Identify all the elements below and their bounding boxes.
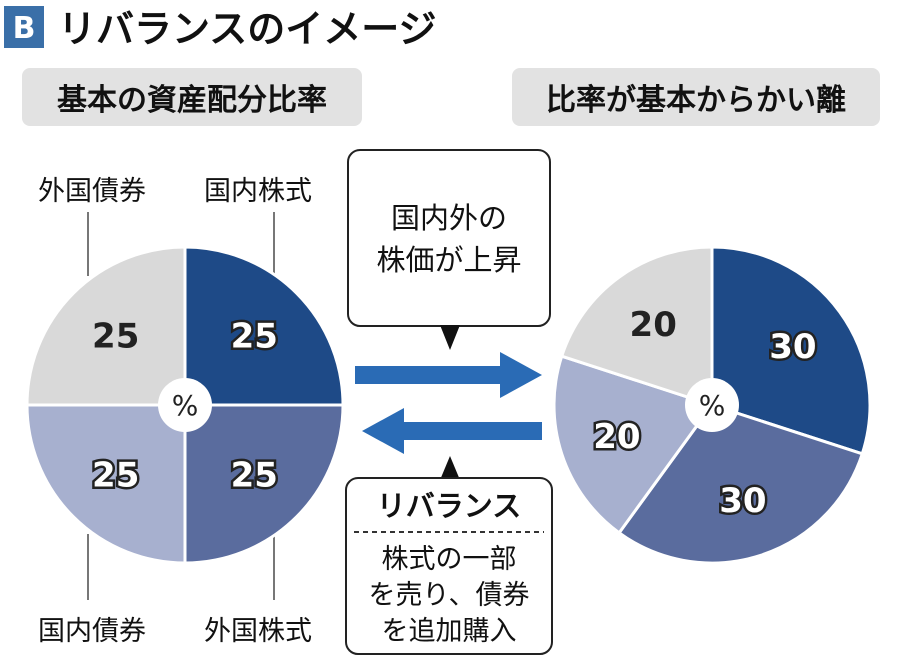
callout-price-rise-box xyxy=(347,149,551,327)
callout-price-rise-line-2: 株価が上昇 xyxy=(376,243,521,277)
pie-value-label-domestic-stock: 25 xyxy=(231,317,278,357)
callout-rebalance-title: リバランス xyxy=(377,489,521,523)
left-label-foreign-stock: 外国株式 xyxy=(204,616,312,647)
right-panel-title: 比率が基本からかい離 xyxy=(546,83,846,118)
callout-rebalance-pointer xyxy=(440,456,460,480)
pie-slice-domestic-bond xyxy=(25,403,187,565)
callout-rebalance-line-3: を追加購入 xyxy=(382,616,517,647)
arrow-right-shaft xyxy=(355,366,503,384)
left-label-domestic-bond: 国内債券 xyxy=(38,616,146,647)
pie-slice-domestic-stock xyxy=(183,245,345,407)
arrow-right xyxy=(355,352,542,398)
arrow-left-shaft xyxy=(400,422,542,440)
callout-rebalance-line-2: を売り、債券 xyxy=(369,580,530,611)
pie-value-label-domestic-bond: 25 xyxy=(92,455,139,495)
left-label-domestic-stock: 国内株式 xyxy=(204,176,312,207)
right-panel-title-bar xyxy=(512,68,880,126)
pie-unit-label: % xyxy=(172,389,199,422)
pie-value-label-domestic-stock: 30 xyxy=(769,327,816,367)
pie-value-label-foreign-bond: 25 xyxy=(92,317,139,357)
callout-price-rise-line-1: 国内外の xyxy=(391,201,507,235)
callout-rebalance: リバランス 株式の一部 を売り、債券 を追加購入 xyxy=(345,456,553,655)
pie-center-hole xyxy=(685,378,739,432)
badge-letter: B xyxy=(13,11,36,46)
pie-slice-foreign-bond xyxy=(25,245,187,407)
arrow-right-head xyxy=(500,352,542,398)
arrow-left-head xyxy=(362,408,404,454)
page-title: リバランスのイメージ xyxy=(58,7,436,51)
pie-unit-label: % xyxy=(699,389,726,422)
pie-value-label-domestic-bond: 20 xyxy=(593,417,640,457)
pie-slice-foreign-bond xyxy=(559,245,714,408)
callout-rebalance-box xyxy=(345,477,553,655)
pie-slice-domestic-bond xyxy=(552,354,715,535)
pie-value-label-foreign-bond: 20 xyxy=(630,305,677,345)
pie-value-label-foreign-stock: 25 xyxy=(231,455,278,495)
left-panel-title-bar xyxy=(22,68,362,126)
pie-value-label-foreign-stock: 30 xyxy=(719,481,766,521)
callout-price-rise: 国内外の 株価が上昇 xyxy=(347,149,551,350)
pie-slice-domestic-stock xyxy=(710,245,872,456)
pie-slice-foreign-stock xyxy=(617,403,865,565)
pie-slice-foreign-stock xyxy=(183,403,345,565)
pie-chart-base-allocation: 25 25 25 25% xyxy=(25,245,345,565)
pie-chart-deviated-allocation: 30 30 20 20% xyxy=(552,245,872,565)
left-label-foreign-bond: 外国債券 xyxy=(38,176,146,207)
callout-rebalance-line-1: 株式の一部 xyxy=(382,544,517,575)
arrow-left xyxy=(362,408,542,454)
badge xyxy=(4,6,44,48)
left-panel-title: 基本の資産配分比率 xyxy=(57,83,327,118)
callout-price-rise-pointer xyxy=(440,325,460,350)
pie-center-hole xyxy=(158,378,212,432)
